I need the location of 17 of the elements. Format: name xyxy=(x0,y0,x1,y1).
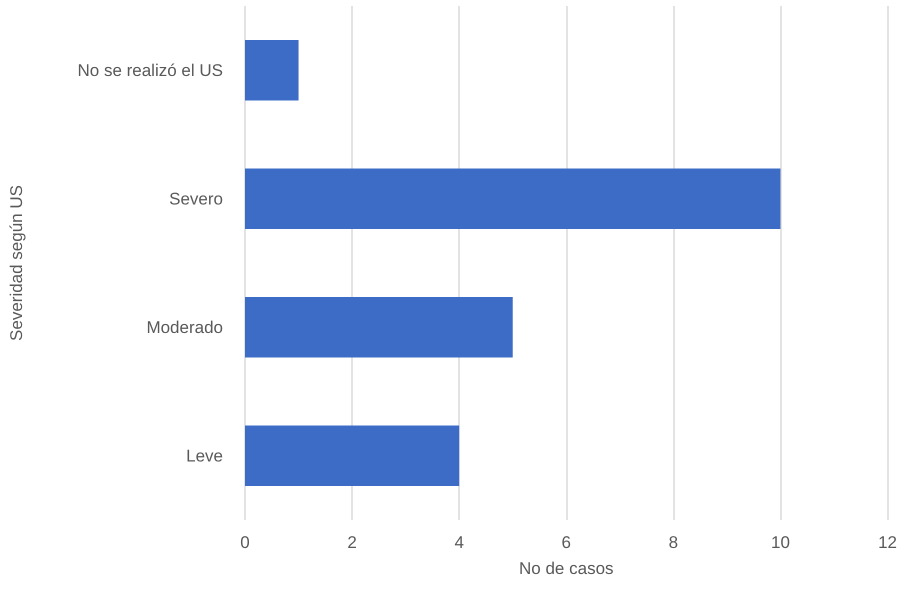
y-tick-label: Leve xyxy=(186,446,223,466)
y-tick-label: Moderado xyxy=(146,318,223,337)
x-tick-label: 0 xyxy=(240,533,250,552)
x-axis-title: No de casos xyxy=(519,559,614,578)
y-axis-title: Severidad según US xyxy=(7,185,26,341)
bar xyxy=(245,40,299,100)
bar xyxy=(245,297,513,358)
bar xyxy=(245,168,780,229)
x-tick-label: 6 xyxy=(562,533,572,552)
x-tick-label: 2 xyxy=(347,533,357,552)
x-tick-label: 10 xyxy=(770,533,790,552)
x-tick-label: 8 xyxy=(668,533,678,552)
bar xyxy=(245,426,460,486)
x-tick-label: 12 xyxy=(878,533,898,552)
y-tick-label: No se realizó el US xyxy=(77,60,223,80)
x-tick-label: 4 xyxy=(454,533,464,552)
y-tick-label: Severo xyxy=(169,189,223,208)
